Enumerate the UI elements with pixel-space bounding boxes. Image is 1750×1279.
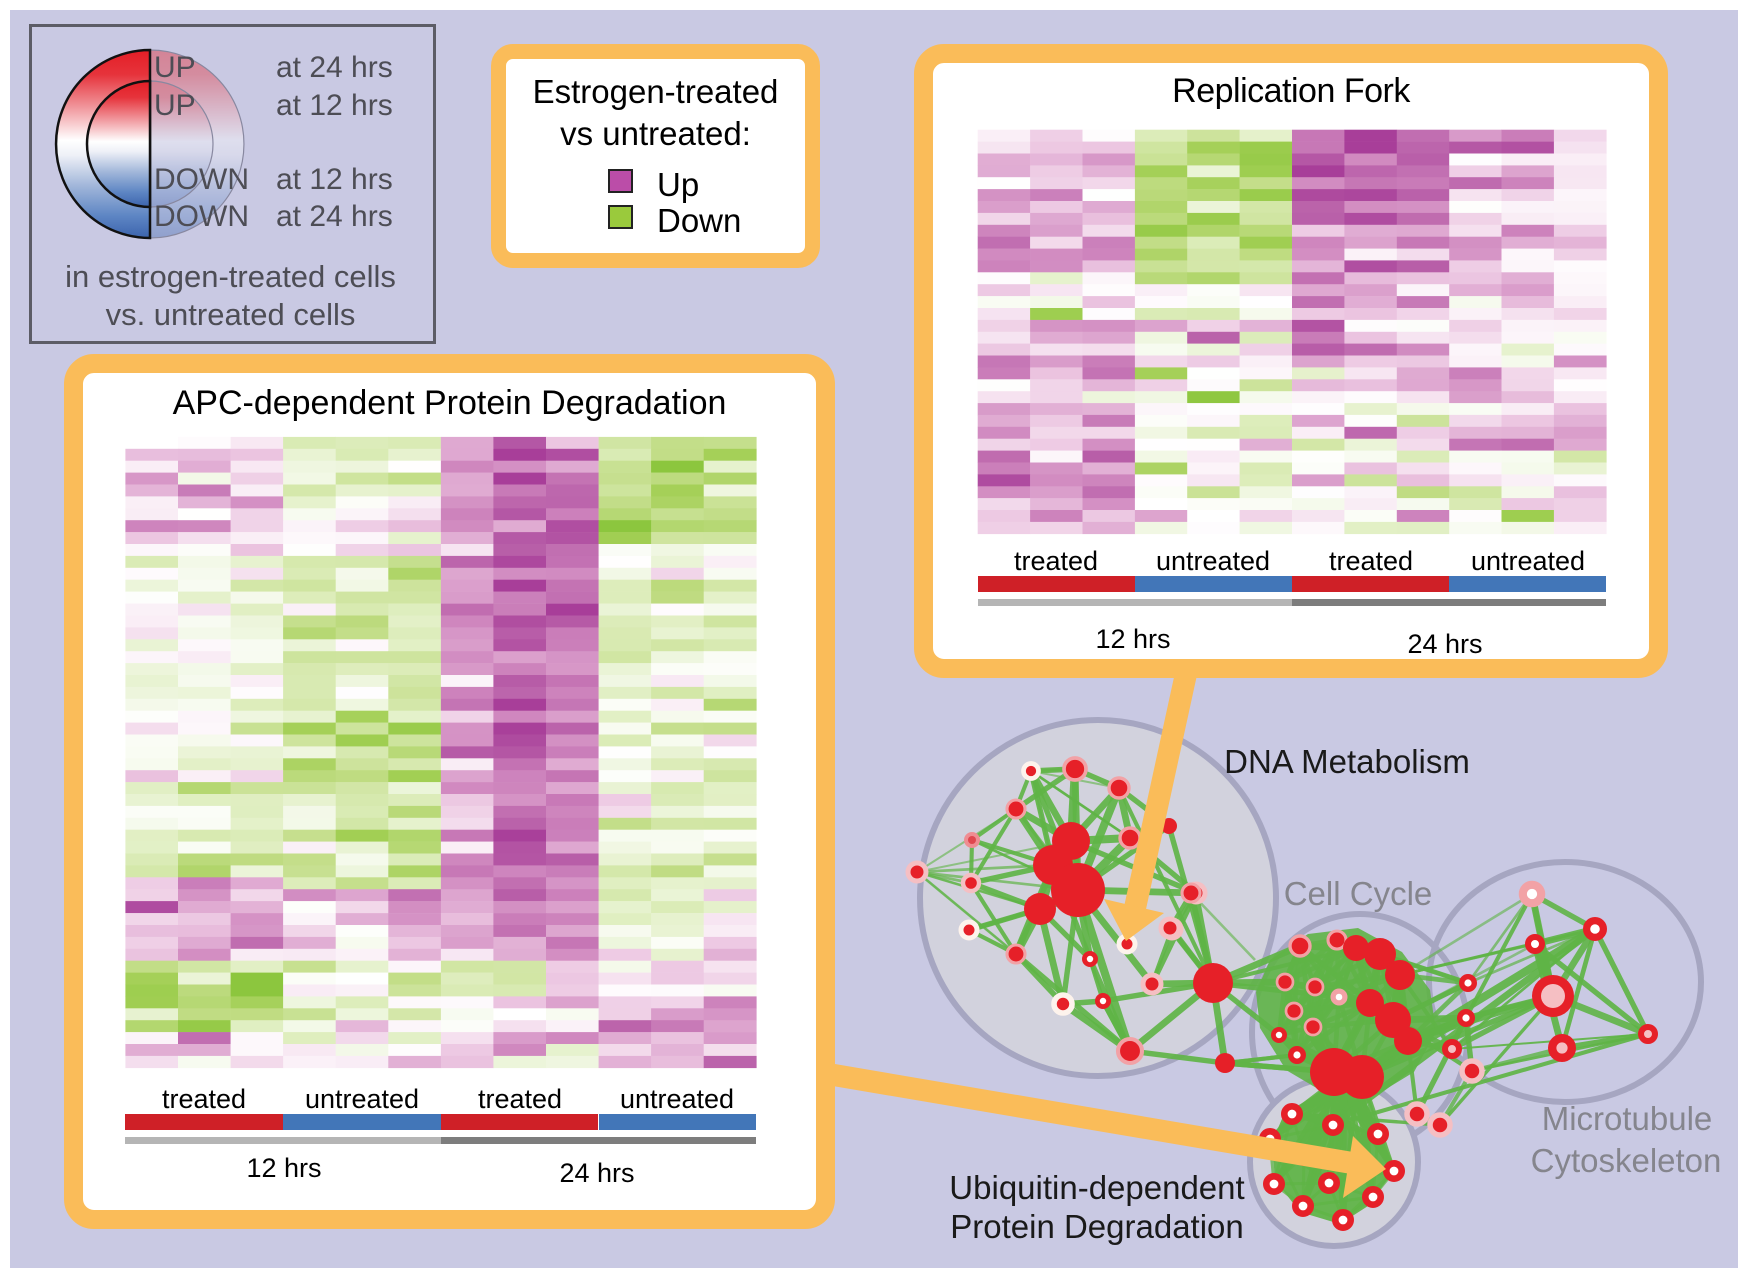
svg-text:Ubiquitin-dependent: Ubiquitin-dependent — [949, 1169, 1244, 1206]
svg-text:Cell Cycle: Cell Cycle — [1284, 875, 1433, 912]
svg-text:DNA Metabolism: DNA Metabolism — [1224, 743, 1470, 780]
svg-text:Cytoskeleton: Cytoskeleton — [1531, 1142, 1722, 1179]
svg-text:Microtubule: Microtubule — [1542, 1100, 1713, 1137]
svg-text:Protein Degradation: Protein Degradation — [950, 1208, 1244, 1245]
